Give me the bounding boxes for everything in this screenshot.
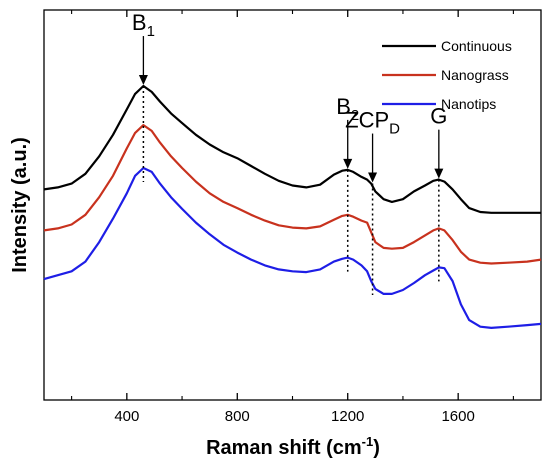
peak-arrow-head — [368, 172, 378, 183]
series-line-nanotips — [43, 166, 542, 329]
y-axis-title: Intensity (a.u.) — [9, 137, 31, 273]
x-axis-title-end: ) — [373, 437, 380, 459]
series-lines — [43, 84, 542, 329]
x-tick-label: 1200 — [331, 408, 364, 425]
x-tick-label: 400 — [114, 408, 139, 425]
legend: Continuous Nanograss Nanotips — [382, 38, 512, 112]
series-line-nanograss — [43, 124, 542, 265]
x-axis-title: Raman shift (cm-1) — [206, 434, 380, 459]
x-tick-label: 800 — [225, 408, 250, 425]
peak-arrow-head — [434, 168, 444, 179]
peak-arrow-head — [343, 158, 353, 169]
x-axis-title-sup: -1 — [362, 434, 374, 449]
peak-label: B2 — [336, 94, 359, 124]
legend-label-nanotips: Nanotips — [441, 96, 496, 112]
series-line-continuous — [43, 84, 541, 214]
peak-label: ZCPD — [345, 108, 400, 138]
x-axis-ticks: 400 800 1200 1600 — [71, 10, 514, 425]
x-axis-title-main: Raman shift (cm — [206, 437, 362, 459]
legend-label-continuous: Continuous — [441, 38, 512, 54]
peak-label: B1 — [132, 10, 155, 40]
x-tick-label: 1600 — [441, 408, 474, 425]
legend-label-nanograss: Nanograss — [441, 67, 509, 83]
peak-label: G — [430, 104, 447, 129]
peak-arrow-head — [138, 75, 148, 86]
